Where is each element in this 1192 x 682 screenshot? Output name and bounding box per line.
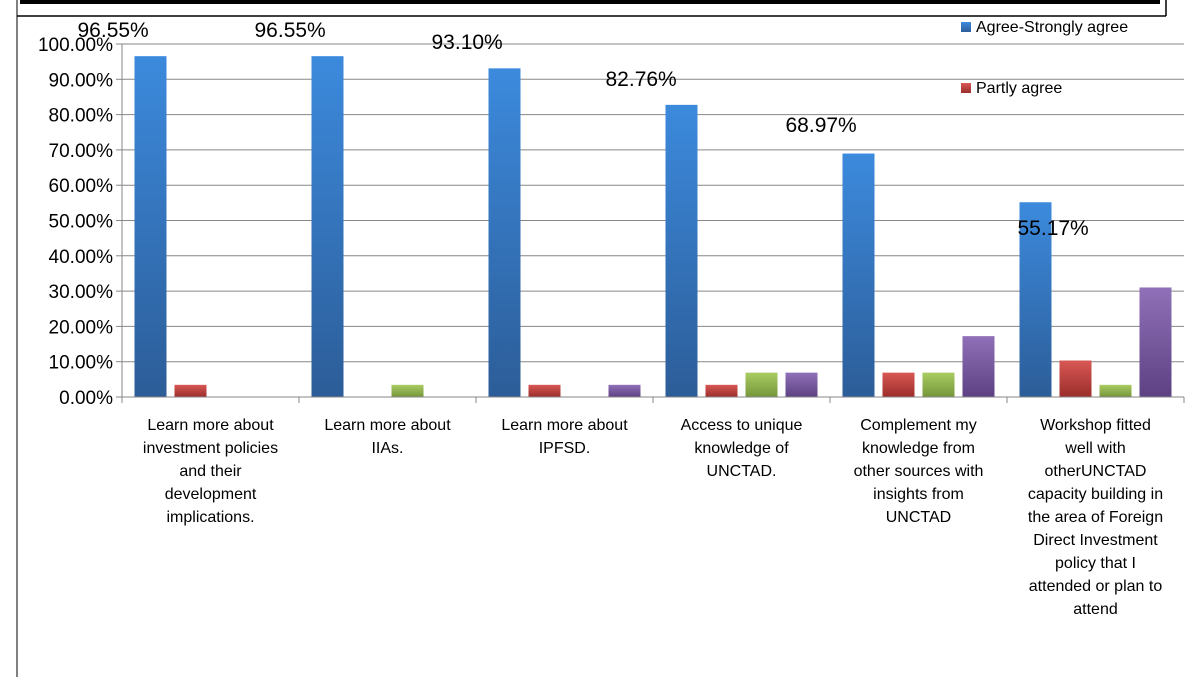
bar-series-3-cat-6 (1099, 384, 1132, 397)
x-category-label: Learn more about IPFSD. (501, 417, 628, 457)
legend-label: Partly agree (976, 80, 1062, 97)
data-label: 93.10% (432, 31, 503, 54)
y-tick-label: 20.00% (49, 317, 114, 338)
bar-series-1-cat-1 (134, 56, 167, 398)
bars (134, 56, 1172, 398)
bar-series-2-cat-1 (174, 384, 207, 397)
x-category-label: Complement my knowledge from other sources… (854, 417, 984, 526)
y-tick-label: 80.00% (49, 106, 114, 127)
axes: 0.00% 10.00% 20.00% 30.00% 40.00% 50.00% 60.00… (38, 35, 1185, 618)
y-tick-label: 30.00% (49, 282, 114, 303)
y-tick-label: 10.00% (49, 353, 114, 374)
legend-label: Agree-Strongly agree (976, 19, 1128, 36)
bar-series-3-cat-4 (745, 372, 778, 397)
bar-series-2-cat-5 (882, 372, 915, 397)
bar-series-2-cat-3 (528, 384, 561, 397)
x-category-label: Learn more about investment policies and t… (143, 417, 278, 526)
x-category-label: Access to unique knowledge of UNCTAD. (681, 417, 803, 480)
bar-series-1-cat-3 (488, 68, 521, 398)
legend: Agree-Strongly agree Partly agree (961, 19, 1128, 97)
y-tick-label: 100.00% (38, 35, 113, 56)
bar-series-1-cat-4 (665, 104, 698, 397)
bar-series-1-cat-6 (1019, 202, 1052, 397)
y-tick-label: 40.00% (49, 247, 114, 268)
legend-swatch (961, 22, 971, 32)
page-frame (16, 0, 1167, 677)
legend-swatch (961, 83, 971, 93)
bar-series-1-cat-2 (311, 56, 344, 398)
bar-series-2-cat-6 (1059, 360, 1092, 397)
bar-series-1-cat-5 (842, 153, 875, 397)
data-label: 82.76% (606, 68, 677, 91)
bar-series-4-cat-4 (785, 372, 818, 397)
bar-series-3-cat-2 (391, 384, 424, 397)
y-tick-label: 70.00% (49, 141, 114, 162)
data-label: 68.97% (786, 114, 857, 137)
bar-series-4-cat-6 (1139, 287, 1172, 397)
bar-series-4-cat-5 (962, 336, 995, 397)
x-category-label: Learn more about IIAs. (324, 417, 451, 457)
bar-series-2-cat-4 (705, 384, 738, 397)
y-tick-label: 60.00% (49, 176, 114, 197)
data-label: 96.55% (255, 19, 326, 42)
data-label: 55.17% (1018, 217, 1089, 240)
y-tick-label: 0.00% (59, 388, 113, 409)
y-tick-label: 50.00% (49, 212, 114, 233)
data-label: 96.55% (78, 19, 149, 42)
y-tick-label: 90.00% (49, 70, 114, 91)
bar-series-3-cat-5 (922, 372, 955, 397)
data-labels: 96.55% 96.55% 93.10% 82.76% 68.97% 55.17% (78, 19, 1089, 240)
bar-series-4-cat-3 (608, 384, 641, 397)
x-category-label: Workshop fitted well with otherUNCTAD capac… (1028, 417, 1163, 618)
